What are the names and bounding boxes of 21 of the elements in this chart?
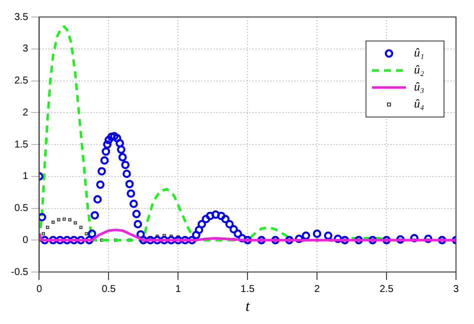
x-tick-label: 1: [175, 284, 182, 295]
x-tick-label: 0: [36, 284, 42, 295]
y-tick-label: 2.5: [14, 76, 29, 86]
x-axis-title: t: [246, 298, 251, 315]
y-tick-label: 0.5: [14, 203, 29, 214]
y-tick-label: -0.5: [10, 266, 29, 278]
legend-label: û₁: [414, 46, 424, 60]
x-tick-label: 2: [314, 284, 320, 295]
x-tick-label: 2.5: [380, 284, 394, 295]
y-tick-label: 0: [22, 234, 29, 246]
legend-label: û₄: [414, 96, 424, 111]
y-tick-label: 1.5: [14, 139, 29, 150]
y-tick-label: 2: [22, 107, 29, 118]
x-tick-label: 3: [453, 284, 460, 295]
legend-label: û₂: [414, 62, 424, 77]
x-tick-label: 1.5: [240, 284, 255, 295]
y-tick-label: 1: [22, 171, 29, 182]
legend-label: û₃: [414, 80, 424, 94]
y-tick-label: 3: [22, 44, 29, 55]
y-tick-label: 3.5: [14, 12, 29, 23]
x-tick-label: 0.5: [102, 284, 116, 295]
